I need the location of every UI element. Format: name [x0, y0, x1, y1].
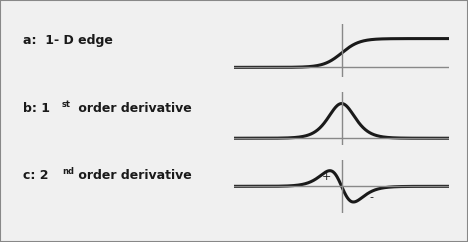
Text: order derivative: order derivative	[74, 102, 192, 114]
Text: -: -	[369, 192, 373, 202]
Text: c: 2: c: 2	[23, 169, 49, 182]
Text: st: st	[62, 100, 71, 109]
Text: order derivative: order derivative	[74, 169, 192, 182]
Text: nd: nd	[62, 167, 74, 176]
Text: b: 1: b: 1	[23, 102, 51, 114]
Text: +: +	[322, 173, 331, 182]
Text: a:  1- D edge: a: 1- D edge	[23, 34, 113, 47]
